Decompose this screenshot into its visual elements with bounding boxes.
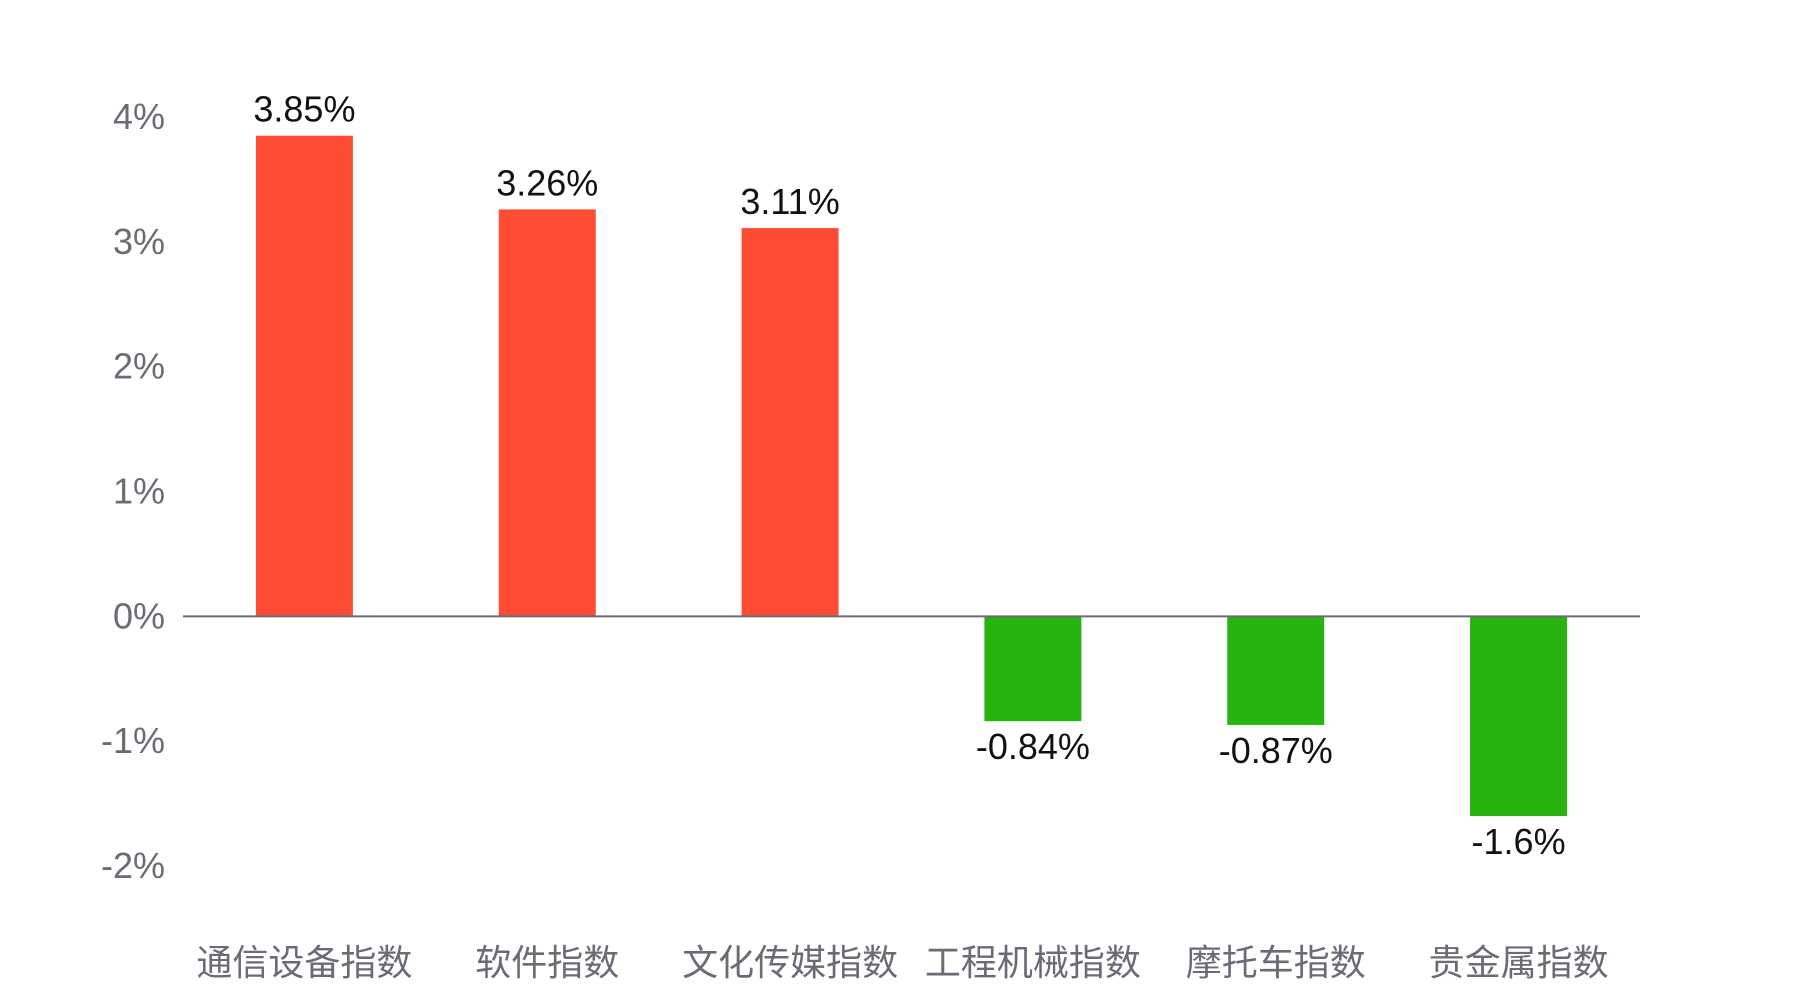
bar-value-label: -0.87% [1219, 730, 1333, 771]
y-tick-label: 1% [113, 471, 165, 512]
x-category-label: 工程机械指数 [925, 943, 1141, 984]
data-labels: 3.85% 3.26% 3.11% -0.84% -0.87% -1.6% [253, 89, 1565, 862]
x-category-label: 贵金属指数 [1429, 943, 1609, 984]
bar [741, 228, 839, 617]
y-tick-label: 0% [113, 595, 165, 636]
bar [1227, 616, 1325, 725]
x-category-label: 通信设备指数 [196, 943, 412, 984]
y-tick-label: -1% [101, 720, 165, 761]
bar [255, 135, 353, 617]
y-tick-label: 2% [113, 346, 165, 387]
y-tick-label: 3% [113, 221, 165, 262]
bar [984, 616, 1082, 722]
y-tick-label: -2% [101, 845, 165, 886]
y-axis-tick-labels: 4% 3% 2% 1% 0% -1% -2% [101, 96, 165, 886]
bar-value-label: 3.26% [496, 162, 598, 203]
bar-value-label: -1.6% [1472, 821, 1566, 862]
bars [255, 135, 1568, 817]
bar [498, 209, 596, 617]
bar-value-label: -0.84% [976, 726, 1090, 767]
y-tick-label: 4% [113, 96, 165, 137]
x-axis-category-labels: 通信设备指数 软件指数 文化传媒指数 工程机械指数 摩托车指数 贵金属指数 [196, 943, 1608, 984]
bar [1470, 616, 1568, 817]
bar-value-label: 3.85% [253, 89, 355, 130]
x-category-label: 软件指数 [475, 943, 619, 984]
bar-value-label: 3.11% [740, 181, 839, 222]
x-category-label: 文化传媒指数 [682, 943, 898, 984]
x-category-label: 摩托车指数 [1186, 943, 1366, 984]
